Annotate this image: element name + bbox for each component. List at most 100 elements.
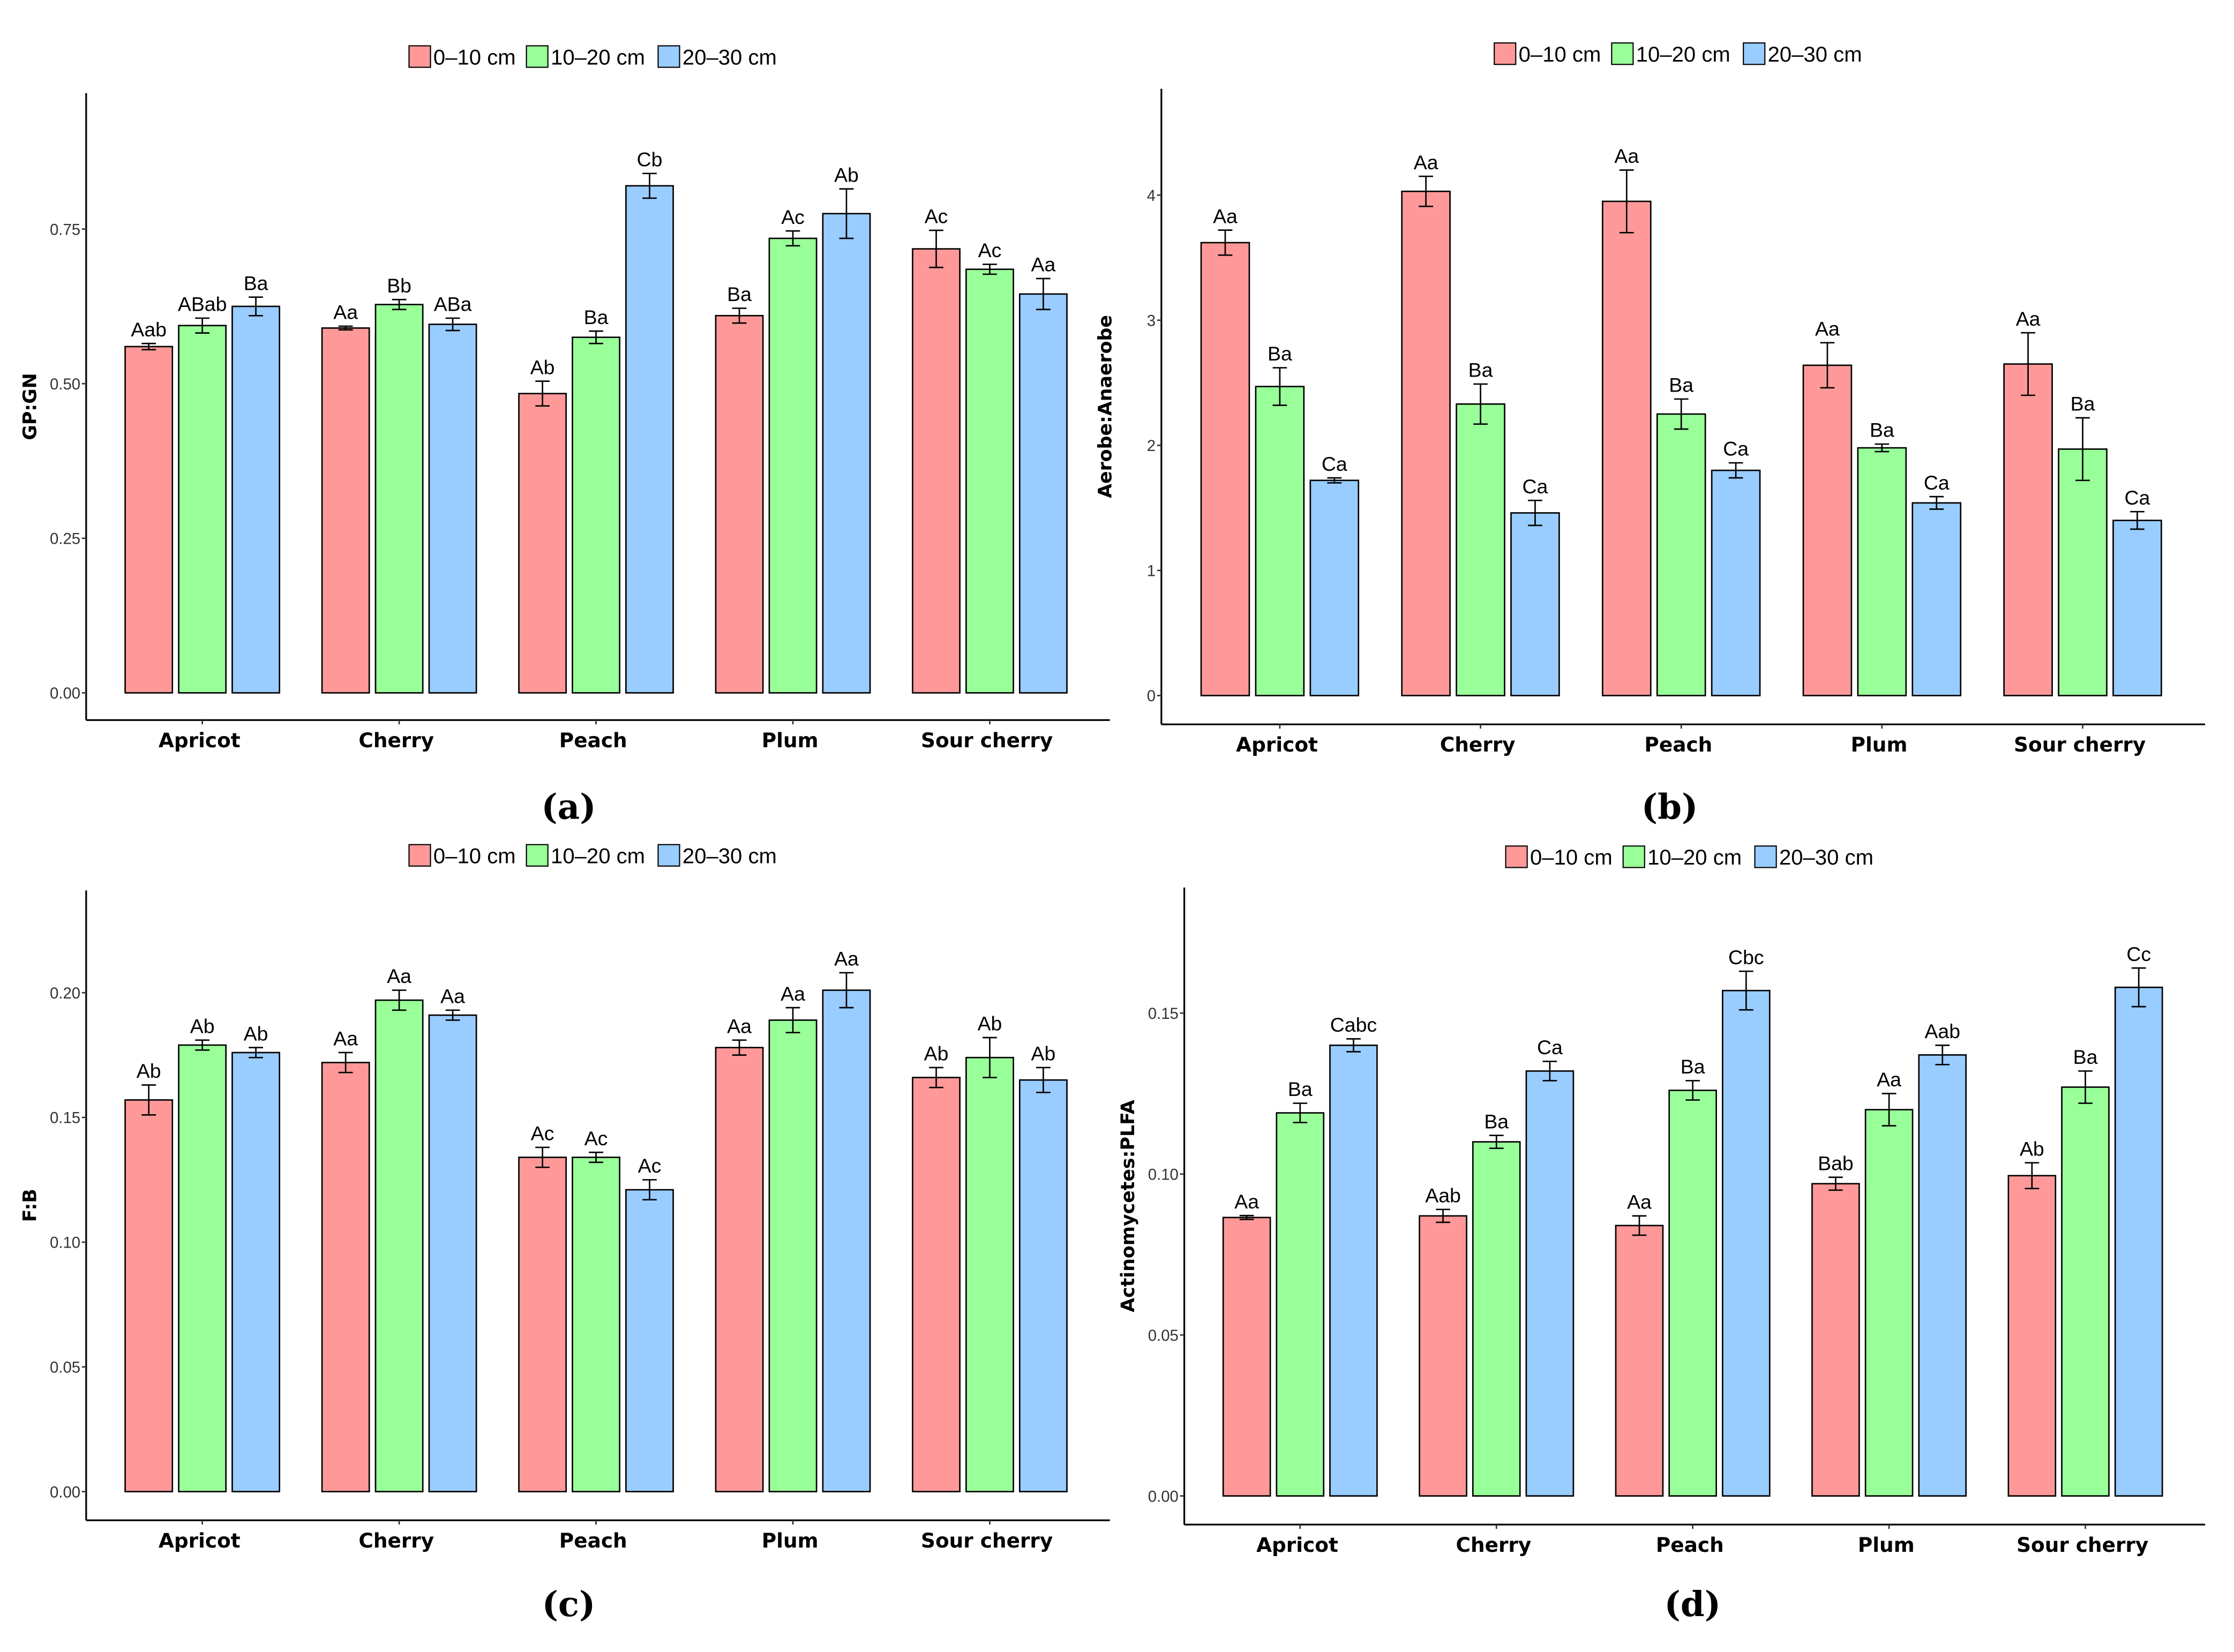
legend-swatch [1754, 845, 1777, 868]
data-label: Aab [1924, 1020, 1960, 1042]
bar [768, 1019, 818, 1492]
bar [124, 346, 174, 694]
x-tick-label: Cherry [1456, 1533, 1532, 1557]
data-label: Bab [1818, 1152, 1854, 1174]
data-label: Ba [1288, 1078, 1313, 1100]
x-tick-label: Sour cherry [921, 729, 1053, 752]
bar [1668, 1090, 1717, 1497]
bar [572, 1157, 620, 1492]
bar [1019, 1079, 1068, 1492]
data-label: Ba [2073, 1046, 2098, 1068]
data-label: Aa [834, 948, 859, 970]
data-label: Ab [2020, 1137, 2044, 1160]
bar [1656, 413, 1706, 696]
legend-label: 10–20 cm [1647, 846, 1742, 869]
data-label: Ac [978, 239, 1002, 261]
bar [428, 1014, 477, 1492]
bar [1222, 1217, 1271, 1497]
y-tick-label: 0.00 [50, 1483, 80, 1501]
legend-swatch [408, 45, 431, 68]
data-label: Aa [440, 985, 465, 1007]
data-label: Ba [1484, 1110, 1509, 1132]
bar [2061, 1086, 2110, 1497]
bar [1864, 1109, 1914, 1497]
bar [625, 185, 674, 694]
bar [428, 324, 477, 694]
data-label: Bb [387, 274, 411, 297]
data-label: ABa [434, 293, 472, 316]
bar [1419, 1215, 1467, 1497]
bar [1911, 502, 1962, 696]
data-label: Aa [1815, 317, 1840, 340]
x-tick-label: Sour cherry [921, 1529, 1053, 1552]
x-tick-label: Sour cherry [2014, 733, 2146, 756]
bar [1472, 1141, 1521, 1497]
y-tick-label: 3 [1147, 312, 1156, 329]
data-label: Aa [727, 1015, 752, 1037]
data-label: Cb [637, 148, 663, 170]
bar [1401, 190, 1451, 696]
x-tick-label: Apricot [159, 729, 241, 752]
data-label: Ba [1268, 342, 1292, 365]
legend-label: 10–20 cm [551, 46, 645, 69]
chart-panel-d: 0.00 0.05 0.10 0.15 Actinomycetes:PLFA Aprico… [1118, 845, 2206, 1625]
y-tick-label: 0.20 [50, 985, 80, 1002]
bar [1722, 989, 1771, 1497]
bar [2058, 448, 2108, 696]
legend-label: 0–10 cm [433, 844, 516, 868]
bar [1615, 1225, 1664, 1497]
x-tick-label: Peach [559, 1529, 627, 1552]
y-tick-label: 0.75 [50, 221, 80, 238]
y-tick-label: 0.00 [50, 685, 80, 702]
bar [231, 1052, 281, 1492]
bar [518, 1157, 567, 1492]
panel-label: (c) [542, 1585, 596, 1625]
data-label: Ab [190, 1015, 215, 1037]
data-label: Ac [925, 205, 948, 228]
bar [965, 268, 1014, 694]
bar [321, 327, 370, 694]
y-tick-label: 0 [1147, 687, 1156, 705]
bar [1510, 512, 1560, 696]
panel-label: (a) [541, 787, 596, 828]
legend-swatch [1743, 42, 1766, 65]
data-label: Ba [244, 272, 268, 294]
legend-label: 20–30 cm [1779, 846, 1873, 869]
data-label: Ab [924, 1042, 949, 1065]
bar [1802, 364, 1853, 696]
legend-swatch [1622, 845, 1645, 868]
data-label: Ac [638, 1154, 662, 1177]
bar [1918, 1054, 1967, 1497]
bar [912, 248, 961, 694]
data-label: Aab [131, 318, 167, 341]
panel-label: (b) [1641, 787, 1698, 828]
bar [572, 336, 620, 694]
bar [822, 213, 871, 694]
legend-swatch [657, 844, 680, 867]
y-tick-label: 2 [1147, 437, 1156, 455]
data-label: Ba [1870, 419, 1894, 441]
legend-swatch [526, 844, 549, 867]
data-label: Aa [1213, 205, 1238, 227]
y-tick-label: 4 [1147, 187, 1156, 205]
bar [178, 325, 227, 694]
y-axis-title: Aerobe:Anaerobe [1094, 315, 1116, 498]
legend-label: 0–10 cm [433, 46, 516, 69]
bar [1200, 242, 1250, 696]
legend-swatch [657, 45, 680, 68]
y-tick-label: 0.25 [50, 530, 80, 548]
bar [178, 1044, 227, 1492]
data-label: Cbc [1728, 946, 1764, 968]
legend-label: 10–20 cm [551, 844, 645, 868]
x-tick-label: Plum [1851, 733, 1908, 756]
bar [715, 314, 764, 694]
data-label: Aa [2016, 307, 2041, 330]
x-tick-label: Apricot [159, 1529, 241, 1552]
bar [321, 1062, 370, 1492]
bar [1309, 479, 1360, 696]
data-label: Aa [333, 1027, 358, 1050]
legend-swatch [408, 844, 431, 867]
legend-swatch [1494, 42, 1517, 65]
y-tick-label: 0.15 [1148, 1005, 1179, 1023]
